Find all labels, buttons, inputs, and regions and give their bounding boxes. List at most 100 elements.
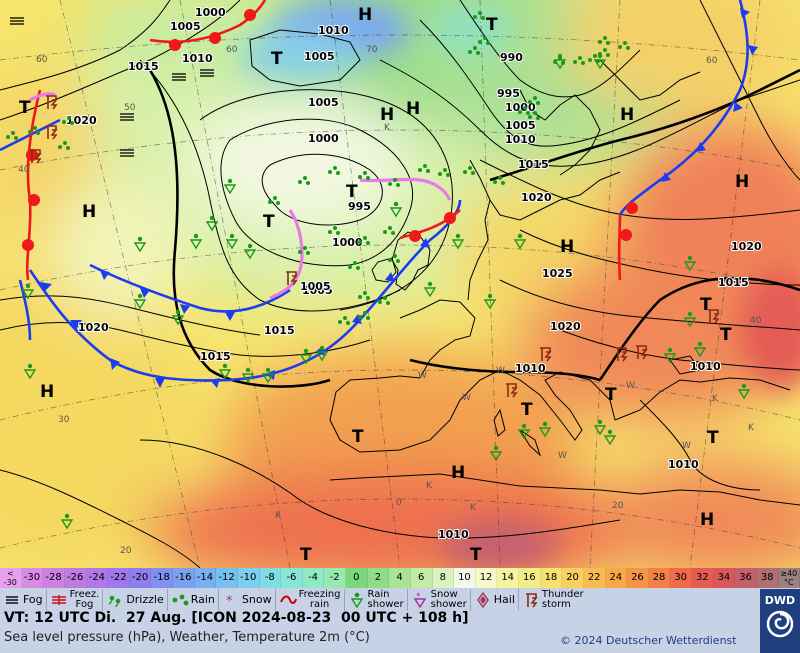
svg-text:*: * xyxy=(226,594,233,606)
graticule-label: 60 xyxy=(36,55,48,65)
isobar-label: 1020 xyxy=(550,320,581,333)
temperature-scale-cell: -16 xyxy=(173,568,195,588)
rain-shower-icon xyxy=(663,347,677,364)
weather-legend: Fog Freez. Fog Drizzle Rain * Snow Freez… xyxy=(0,589,760,611)
fog-icon xyxy=(3,591,21,609)
pressure-center-label: T xyxy=(19,98,31,118)
svg-text:*: * xyxy=(416,592,421,602)
rain-icon xyxy=(573,56,585,65)
thunderstorm-icon xyxy=(286,271,298,286)
rain-shower-icon xyxy=(513,233,527,250)
dwd-logo[interactable]: DWD xyxy=(760,589,800,653)
temperature-scale-cell: -10 xyxy=(237,568,260,588)
legend-thunderstorm: Thunder storm xyxy=(519,589,587,611)
pressure-center-label: T xyxy=(486,15,498,35)
graticule-label: 60 xyxy=(226,45,238,55)
temperature-scale-cell: < -30 xyxy=(0,568,22,588)
pressure-center-label: H xyxy=(700,510,714,530)
legend-snow-label: Snow xyxy=(241,593,272,606)
isobar-label: 1015 xyxy=(128,60,159,73)
warm-fronts xyxy=(22,0,638,281)
pressure-center-label: T xyxy=(470,545,482,565)
temperature-scale-cell: 28 xyxy=(648,568,671,588)
copyright: © 2024 Deutscher Wetterdienst xyxy=(560,634,737,647)
legend-hail-label: Hail xyxy=(493,593,515,606)
temperature-scale-cell: 18 xyxy=(540,568,563,588)
legend-rain: Rain xyxy=(168,589,219,611)
thunderstorm-icon xyxy=(636,345,648,360)
pressure-center-label: H xyxy=(358,5,372,25)
pressure-center-label: H xyxy=(40,382,54,402)
isobar-label: 1025 xyxy=(542,267,573,280)
rain-shower-icon xyxy=(489,445,503,462)
temperature-scale-cell: 34 xyxy=(713,568,736,588)
graticule-label: 50 xyxy=(124,103,136,113)
thunderstorm-icon xyxy=(616,347,628,362)
rain-icon xyxy=(518,106,530,115)
isobar-label: 1010 xyxy=(690,360,721,373)
isobar-bold xyxy=(148,68,800,388)
rain-icon xyxy=(338,316,350,325)
map-description: Sea level pressure (hPa), Weather, Tempe… xyxy=(4,630,370,645)
rain-icon xyxy=(28,126,40,135)
rain-shower-icon xyxy=(451,233,465,250)
legend-freezing-fog: Freez. Fog xyxy=(47,589,104,611)
rain-shower-icon xyxy=(737,383,751,400)
airmass-label: W xyxy=(626,381,635,391)
graticule-label: 40 xyxy=(750,316,762,326)
legend-snow: * Snow xyxy=(219,589,276,611)
legend-rain-shower: Rain shower xyxy=(345,589,408,611)
temperature-scale-cell: 14 xyxy=(497,568,519,588)
rain-icon xyxy=(62,116,74,125)
pressure-center-label: H xyxy=(406,99,420,119)
temperature-scale: < -30 -30 -28 -26 -24 -22 -20 -18 -16 -14 -12 -10 -8… xyxy=(0,568,800,588)
fog-icon xyxy=(10,17,24,25)
rain-icon xyxy=(528,96,540,105)
thunderstorm-icon xyxy=(708,309,720,324)
fog-icon xyxy=(120,113,134,121)
graticule-label: 20 xyxy=(120,546,132,556)
fog-icon xyxy=(120,149,134,157)
rain-icon xyxy=(6,131,18,140)
rain-icon xyxy=(298,176,310,185)
rain-shower-icon xyxy=(483,293,497,310)
drizzle-icon xyxy=(106,591,124,609)
thunderstorm-icon xyxy=(46,95,58,110)
legend-rain-label: Rain xyxy=(190,593,215,606)
isobar-label: 1015 xyxy=(200,350,231,363)
isobar-label: 990 xyxy=(500,51,523,64)
pressure-center-label: H xyxy=(735,172,749,192)
temperature-scale-cell: 24 xyxy=(605,568,628,588)
rain-icon xyxy=(348,261,360,270)
isobar-label: 1005 xyxy=(300,280,331,293)
rain-icon xyxy=(268,196,280,205)
temperature-scale-cell: 36 xyxy=(735,568,757,588)
rain-shower-icon xyxy=(189,233,203,250)
map-info: VT: 12 UTC Di. 27 Aug. [ICON 2024-08-23 … xyxy=(4,609,469,647)
legend-freezing-rain-label: Freezing rain xyxy=(298,589,341,610)
dwd-logo-text: DWD xyxy=(764,594,796,607)
temperature-scale-cell: -26 xyxy=(64,568,87,588)
temperature-scale-cell: 6 xyxy=(410,568,433,588)
legend-snow-shower-label: Snow shower xyxy=(430,589,467,610)
rain-shower-icon xyxy=(683,311,697,328)
temperature-scale-cell: -2 xyxy=(324,568,346,588)
rain-icon xyxy=(171,591,189,609)
rain-icon xyxy=(358,236,370,245)
isobar-label: 1005 xyxy=(304,50,335,63)
rain-shower-icon xyxy=(389,201,403,218)
pressure-center-label: H xyxy=(451,463,465,483)
legend-freezing-fog-label: Freez. Fog xyxy=(69,589,100,610)
rain-icon xyxy=(478,36,490,45)
pressure-center-label: T xyxy=(352,427,364,447)
temperature-scale-cell: -14 xyxy=(194,568,217,588)
isobar-label: 1000 xyxy=(308,132,339,145)
pressure-center-label: H xyxy=(560,237,574,257)
rain-shower-icon xyxy=(23,363,37,380)
rain-icon xyxy=(473,11,485,20)
isobar-label: 1020 xyxy=(78,321,109,334)
pressure-center-label: H xyxy=(82,202,96,222)
rain-icon xyxy=(598,36,610,45)
rain-shower-icon xyxy=(223,178,237,195)
isobar-label: 1010 xyxy=(182,52,213,65)
